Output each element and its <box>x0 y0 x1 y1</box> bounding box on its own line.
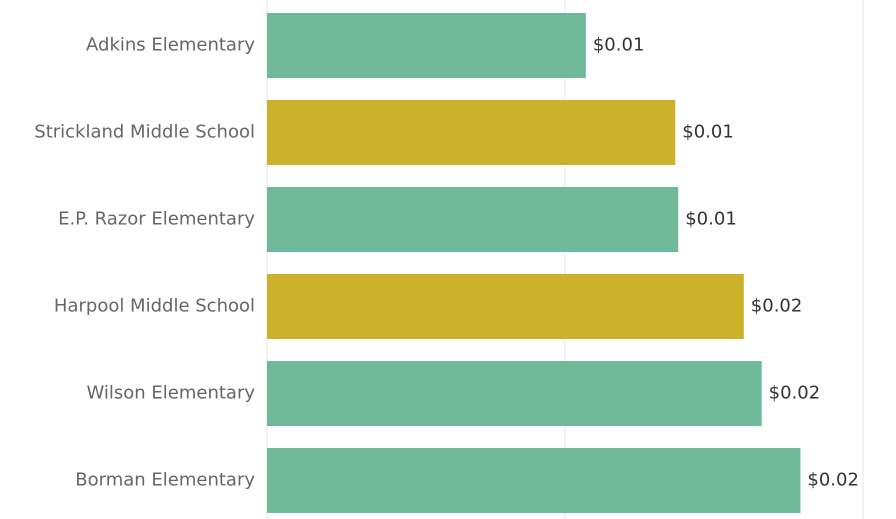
value-label: $0.01 <box>685 209 737 230</box>
category-label: Strickland Middle School <box>34 122 255 143</box>
bar <box>267 13 586 78</box>
category-label: Adkins Elementary <box>86 35 255 56</box>
category-label: Harpool Middle School <box>54 296 255 317</box>
value-label: $0.01 <box>682 122 734 143</box>
bar <box>267 274 744 339</box>
value-label: $0.02 <box>807 470 859 491</box>
category-label: Wilson Elementary <box>86 383 255 404</box>
value-label: $0.01 <box>593 35 645 56</box>
category-label: Borman Elementary <box>75 470 255 491</box>
category-label: E.P. Razor Elementary <box>58 209 255 230</box>
value-label: $0.02 <box>751 296 803 317</box>
value-label: $0.02 <box>769 383 821 404</box>
bar <box>267 187 679 252</box>
bar <box>267 100 676 165</box>
bar <box>267 448 801 513</box>
bar <box>267 361 762 426</box>
